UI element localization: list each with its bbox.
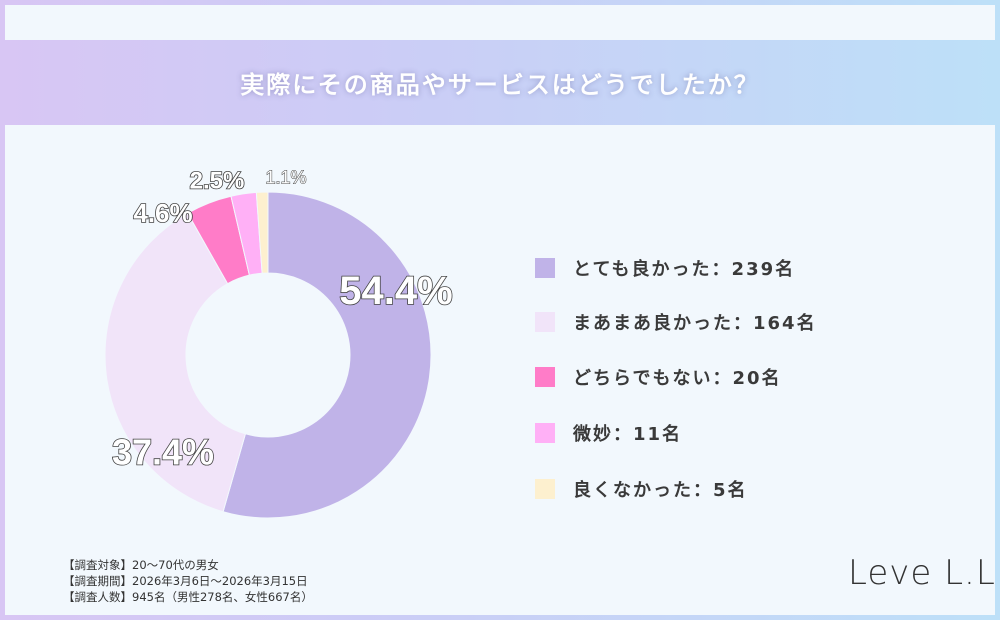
- percent-label-3: 2.5%: [190, 167, 245, 194]
- note-count: 【調査人数】945名（男性278名、女性667名）: [63, 590, 313, 604]
- legend-swatch: [535, 479, 555, 499]
- legend-item: どちらでもない：20名: [535, 364, 782, 390]
- legend-swatch: [535, 312, 555, 332]
- donut-slice-4: [255, 191, 269, 274]
- legend-swatch: [535, 423, 555, 443]
- legend-item: 良くなかった：5名: [535, 476, 748, 502]
- percent-label-0: 54.4%: [339, 269, 452, 313]
- percent-label-4: 1.1%: [265, 167, 306, 187]
- note-period: 【調査期間】2026年3月6日〜2026年3月15日: [63, 574, 308, 588]
- top-strip: [5, 5, 995, 40]
- page-title: 実際にその商品やサービスはどうでしたか？: [240, 71, 760, 99]
- legend-label: まあまあ良かった：164名: [573, 313, 817, 334]
- legend-label: どちらでもない：20名: [573, 368, 782, 389]
- legend-item: 微妙：11名: [535, 420, 682, 446]
- donut-slice-0: [222, 191, 432, 519]
- legend-label: 微妙：11名: [573, 424, 683, 445]
- legend-label: 良くなかった：5名: [573, 480, 748, 501]
- survey-notes: 【調査対象】20〜70代の男女 【調査期間】2026年3月6日〜2026年3月1…: [63, 557, 313, 605]
- percent-label-2: 4.6%: [133, 198, 192, 228]
- legend-item: まあまあ良かった：164名: [535, 309, 817, 335]
- legend-item: とても良かった：239名: [535, 255, 795, 281]
- donut-slice-1: [104, 212, 247, 513]
- brand-logo: Leve L.L: [848, 553, 996, 593]
- legend-label: とても良かった：239名: [573, 259, 796, 280]
- note-target: 【調査対象】20〜70代の男女: [63, 558, 219, 572]
- legend-swatch: [535, 258, 555, 278]
- percent-label-1: 37.4%: [112, 432, 214, 473]
- legend-swatch: [535, 367, 555, 387]
